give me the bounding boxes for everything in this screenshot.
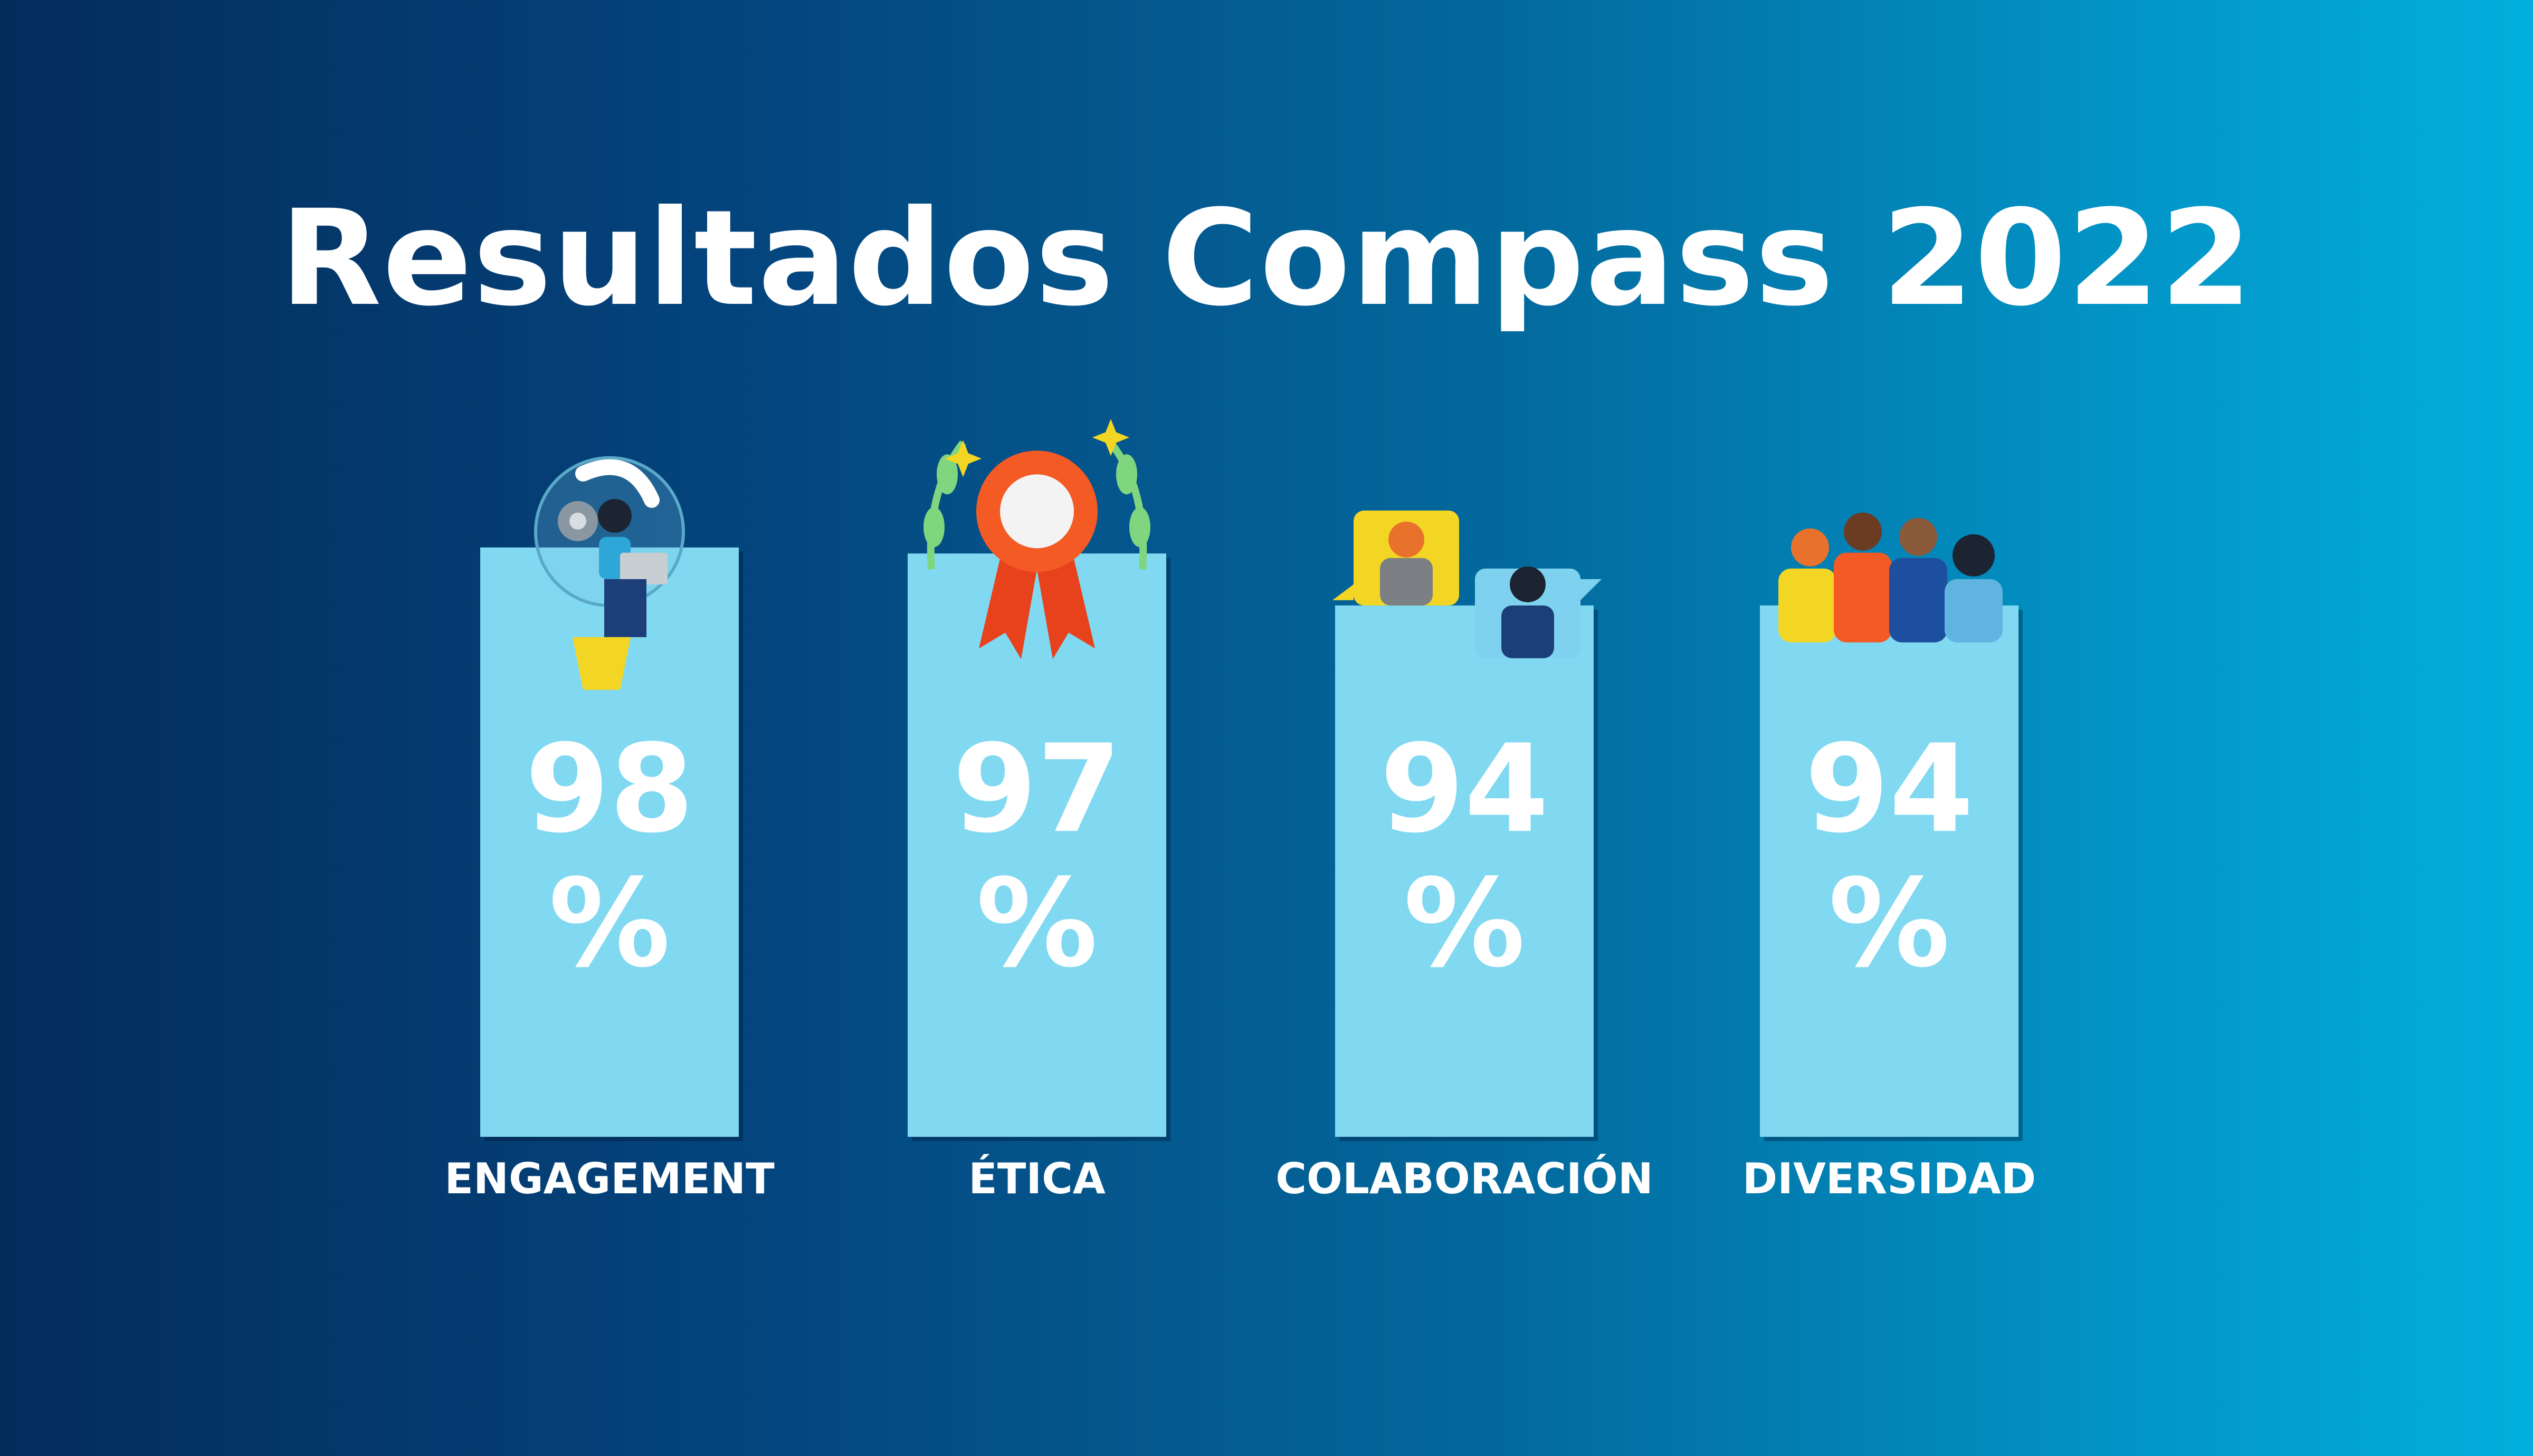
bar-diversidad: [1760, 605, 2018, 1137]
bar-percent-sign: %: [1404, 854, 1525, 994]
category-label: DIVERSIDAD: [1742, 1154, 2036, 1203]
award-rosette-laurel-icon: [923, 419, 1150, 659]
category-label: ÉTICA: [968, 1154, 1106, 1203]
category-label: ENGAGEMENT: [444, 1154, 775, 1203]
bar-percent-sign: %: [976, 854, 1098, 994]
page-title: Resultados Compass 2022: [280, 181, 2253, 335]
bar-value-label: 97: [953, 719, 1121, 860]
bar-value-label: 94: [1805, 719, 1974, 860]
bar-value-label: 94: [1380, 719, 1549, 860]
category-label: COLABORACIÓN: [1275, 1154, 1653, 1203]
video-call-people-icon: [1332, 510, 1602, 658]
bar-colaboración: [1335, 605, 1594, 1137]
bars-layer: 98% ENGAGEMENT 97% ÉTICA 94% COLABORACIÓN 94% D…: [444, 547, 2036, 1203]
bar-percent-sign: %: [1829, 854, 1950, 994]
bar-percent-sign: %: [549, 854, 670, 994]
bar-ética: [908, 553, 1166, 1137]
person-with-laptop-lightbulb-icon: [534, 456, 685, 690]
diverse-group-icon: [1778, 512, 2003, 643]
bar-value-label: 98: [525, 719, 694, 860]
